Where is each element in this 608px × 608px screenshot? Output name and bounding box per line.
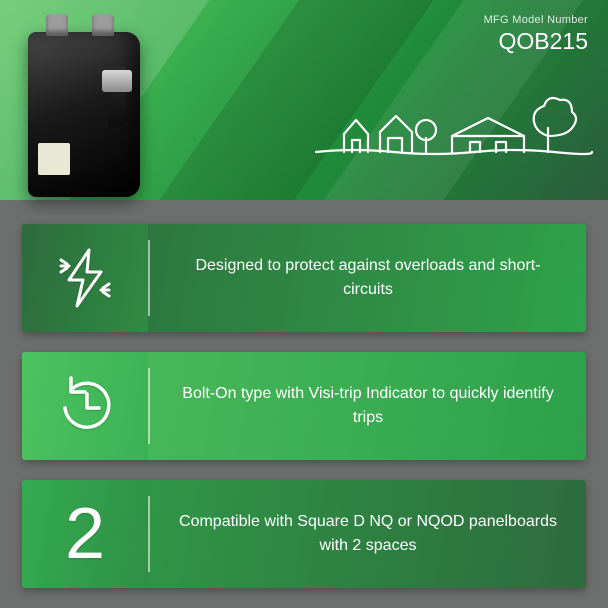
breaker-lugs	[46, 14, 114, 36]
feature-text: Compatible with Square D NQ or NQOD pane…	[150, 480, 586, 588]
breaker-label-plate	[38, 143, 70, 175]
feature-card-visitrip: Bolt-On type with Visi-trip Indicator to…	[22, 352, 586, 460]
houses-illustration	[314, 88, 594, 167]
big-number: 2	[65, 498, 105, 570]
feature-text: Designed to protect against overloads an…	[150, 224, 586, 332]
product-image-circuit-breaker	[28, 32, 140, 197]
feature-card-spaces: 2 Compatible with Square D NQ or NQOD pa…	[22, 480, 586, 588]
model-number-block: MFG Model Number QOB215	[484, 14, 588, 55]
feature-text: Bolt-On type with Visi-trip Indicator to…	[150, 352, 586, 460]
breaker-switch	[108, 66, 126, 126]
model-number: QOB215	[484, 28, 588, 55]
header-banner: MFG Model Number QOB215	[0, 0, 608, 200]
number-two-icon: 2	[22, 480, 148, 588]
mfg-label: MFG Model Number	[484, 14, 588, 26]
clock-rewind-icon	[22, 352, 148, 460]
feature-card-protect: Designed to protect against overloads an…	[22, 224, 586, 332]
feature-list: Designed to protect against overloads an…	[0, 200, 608, 588]
lightning-bolt-icon	[22, 224, 148, 332]
